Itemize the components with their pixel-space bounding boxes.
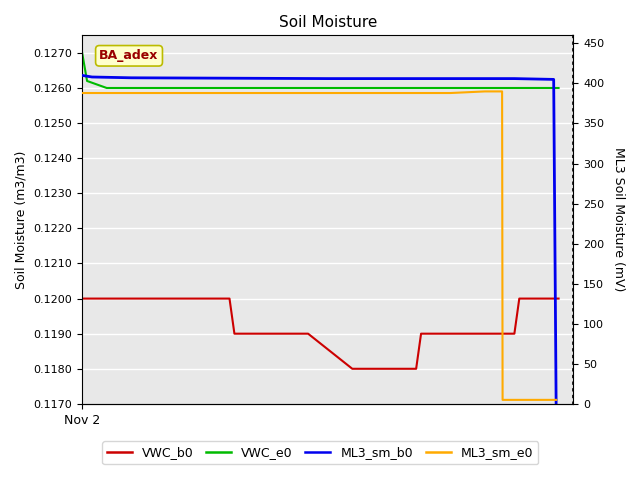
Legend: VWC_b0, VWC_e0, ML3_sm_b0, ML3_sm_e0: VWC_b0, VWC_e0, ML3_sm_b0, ML3_sm_e0 [102,441,538,464]
Title: Soil Moisture: Soil Moisture [278,15,377,30]
Y-axis label: Soil Moisture (m3/m3): Soil Moisture (m3/m3) [15,150,28,289]
Y-axis label: ML3 Soil Moisture (mV): ML3 Soil Moisture (mV) [612,147,625,292]
Text: BA_adex: BA_adex [99,49,159,62]
